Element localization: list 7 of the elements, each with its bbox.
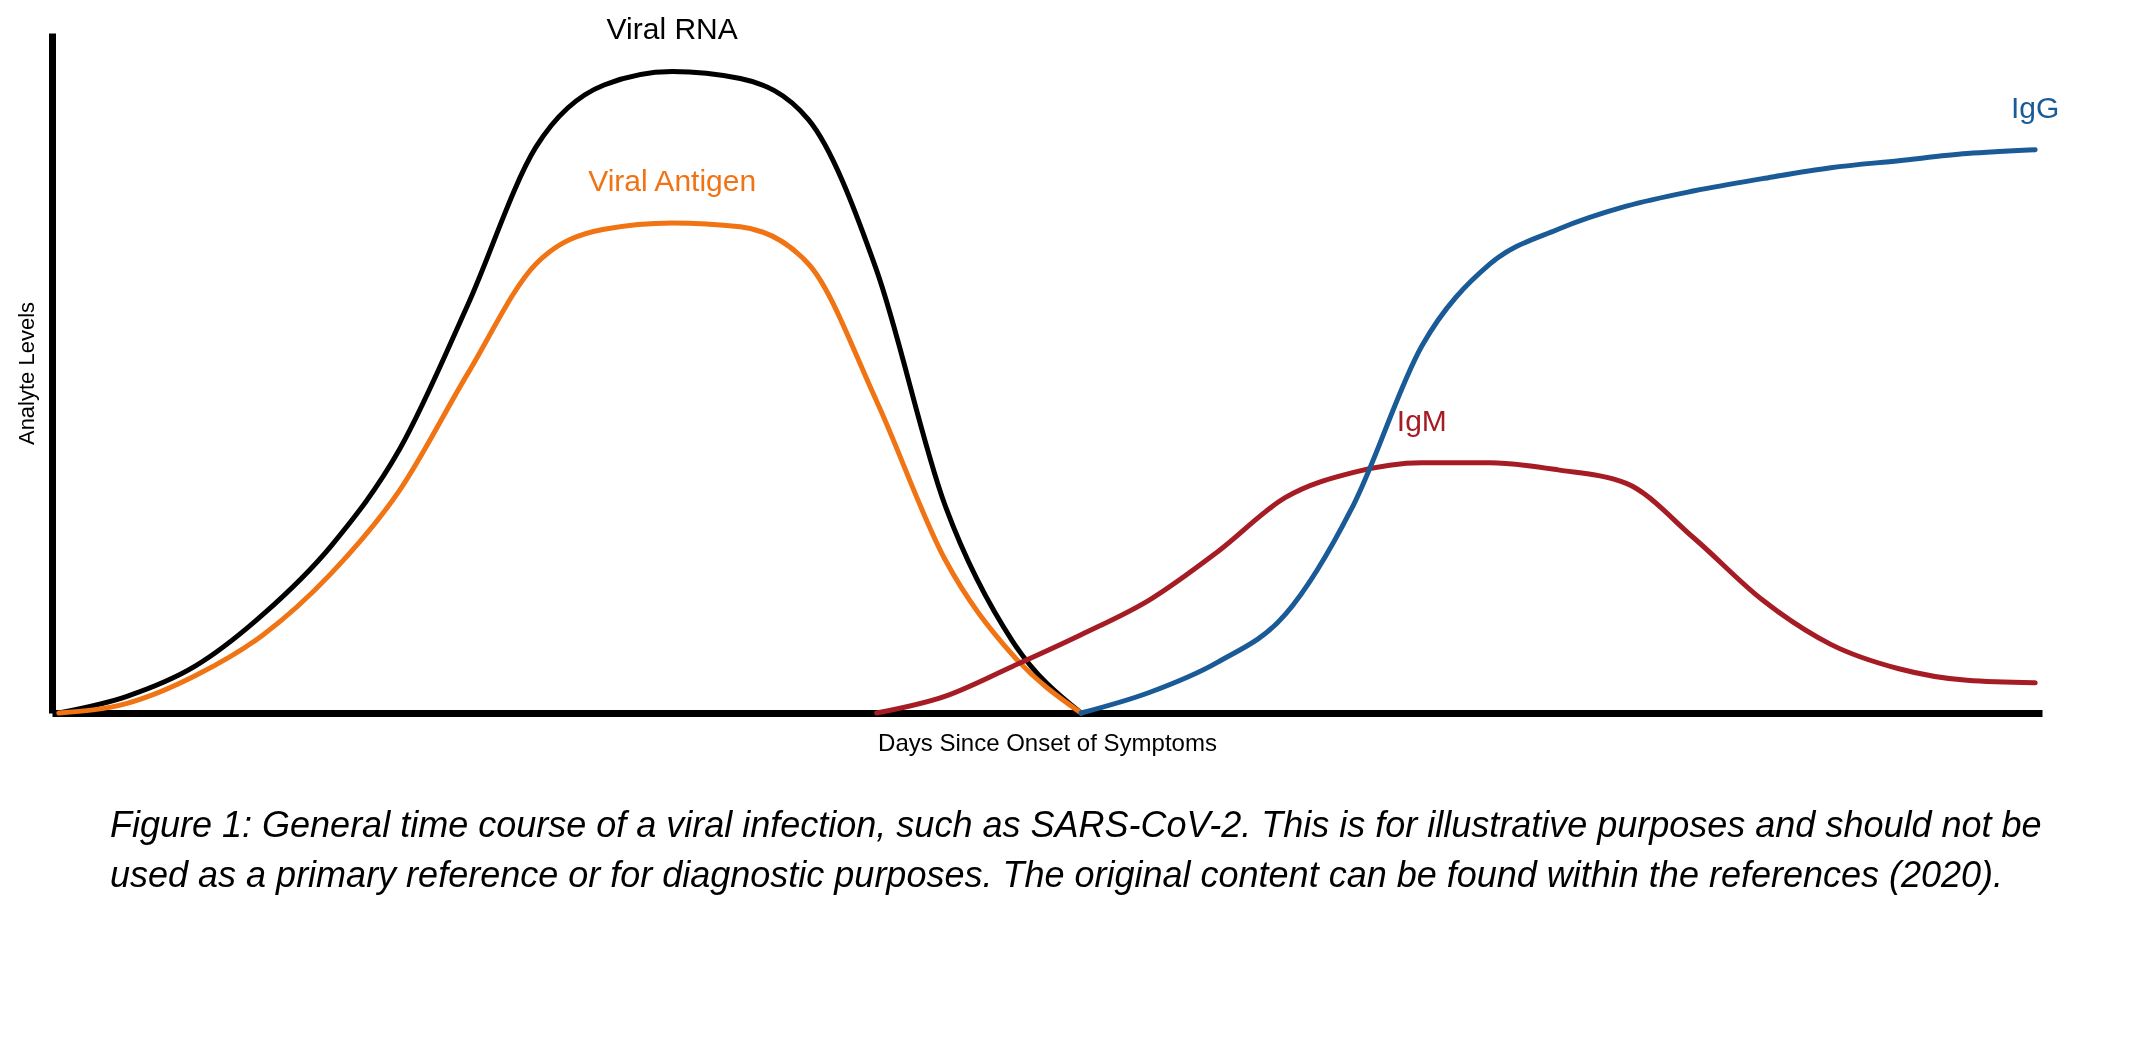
series-label: IgM xyxy=(1396,403,1447,437)
caption: Figure 1: General time course of a viral infection, such as SARS-CoV-2. This is for illustrative purposes and should not be used as a primary reference or for diagnostic purposes. The original content can be found within the references (2020). xyxy=(110,803,2043,897)
series-label: Viral Antigen xyxy=(588,163,757,197)
x-axis-title: Days Since Onset of Symptoms xyxy=(878,728,1217,756)
series-label: Viral RNA xyxy=(606,12,738,46)
y-axis-title: Analyte Levels xyxy=(13,301,39,446)
series-label: IgG xyxy=(2011,90,2060,124)
